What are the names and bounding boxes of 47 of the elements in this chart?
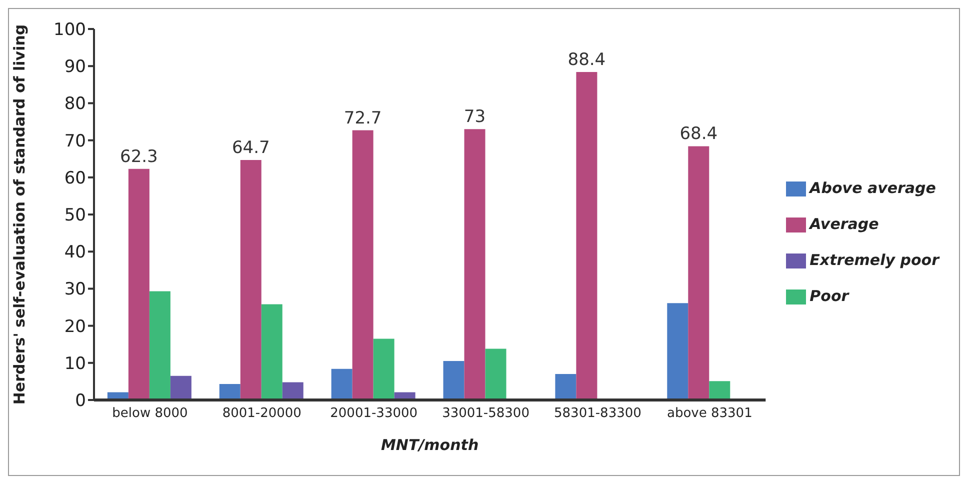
bar: [170, 376, 192, 400]
y-tick-label: 100: [54, 20, 86, 40]
bar: [282, 382, 304, 400]
y-axis-title: Herders' self-evaluation of standard of living: [10, 24, 28, 405]
data-label: 68.4: [680, 124, 718, 144]
x-tick-label: above 83301: [666, 406, 752, 422]
bar: [352, 130, 374, 400]
y-tick-label: 90: [64, 57, 86, 78]
bar: [576, 72, 598, 400]
bar: [219, 384, 240, 400]
bar: [555, 374, 576, 400]
bar: [485, 348, 506, 400]
bar: [373, 338, 394, 400]
data-label: 88.4: [568, 50, 606, 70]
x-tick-label: 8001-20000: [222, 406, 302, 422]
bar: [443, 361, 464, 400]
x-tick-label: 20001-33000: [330, 406, 418, 422]
data-label: 73: [464, 107, 486, 128]
y-tick-label: 10: [64, 354, 86, 374]
legend-label: Extremely poor: [810, 251, 939, 269]
bar: [667, 303, 688, 400]
data-label: 64.7: [232, 138, 270, 158]
data-label: 62.3: [120, 146, 158, 167]
x-tick-label: below 8000: [112, 406, 188, 422]
legend-label: Average: [810, 215, 879, 233]
bar: [709, 381, 730, 400]
bar: [149, 291, 170, 400]
y-tick-label: 70: [64, 131, 86, 152]
y-tick-label: 30: [64, 280, 86, 300]
y-tick-label: 80: [64, 94, 86, 114]
bar: [464, 129, 486, 400]
legend-label: Poor: [810, 287, 849, 305]
data-label: 72.7: [344, 108, 382, 128]
y-tick-label: 0: [75, 391, 86, 412]
bar: [331, 368, 352, 400]
y-tick-label: 20: [64, 316, 86, 337]
legend-label: Above average: [810, 179, 936, 197]
bar: [688, 146, 710, 400]
bar: [240, 160, 262, 400]
y-tick-label: 50: [64, 206, 86, 226]
x-axis-title: MNT/month: [380, 436, 479, 454]
x-tick-label: 33001-58300: [442, 406, 530, 422]
y-tick-label: 60: [64, 168, 86, 188]
bar: [128, 168, 150, 400]
y-tick-label: 40: [64, 242, 86, 263]
x-tick-label: 58301-83300: [554, 406, 642, 422]
bar: [261, 304, 282, 400]
